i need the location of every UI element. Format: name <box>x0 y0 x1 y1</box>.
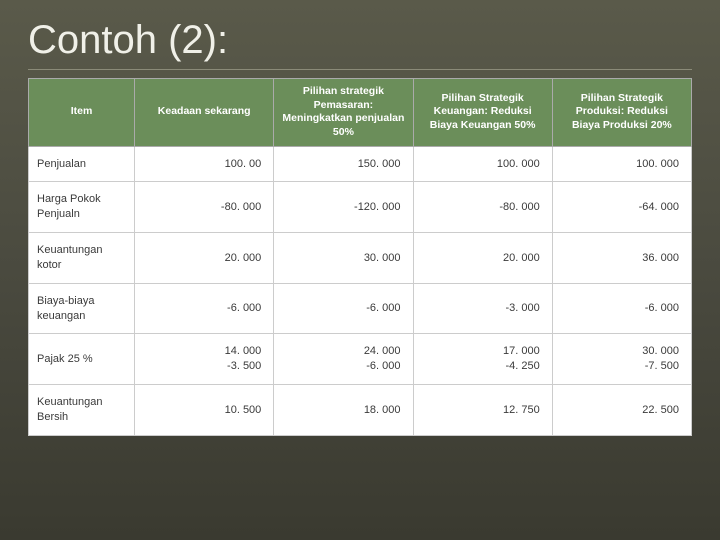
row-label: Keuantungan kotor <box>29 233 135 284</box>
cell: -64. 000 <box>552 182 691 233</box>
cell: -6. 000 <box>274 283 413 334</box>
table-row: Keuantungan Bersih 10. 500 18. 000 12. 7… <box>29 385 692 436</box>
cell: 100. 000 <box>413 146 552 182</box>
row-label: Biaya-biaya keuangan <box>29 283 135 334</box>
cell: -80. 000 <box>135 182 274 233</box>
col-pemasaran: Pilihan strategik Pemasaran: Meningkatka… <box>274 79 413 147</box>
cell: 10. 500 <box>135 385 274 436</box>
cell: 150. 000 <box>274 146 413 182</box>
cell: -6. 000 <box>552 283 691 334</box>
table-row: Biaya-biaya keuangan -6. 000 -6. 000 -3.… <box>29 283 692 334</box>
cell: 36. 000 <box>552 233 691 284</box>
col-produksi: Pilihan Strategik Produksi: Reduksi Biay… <box>552 79 691 147</box>
cell: 30. 000 -7. 500 <box>552 334 691 385</box>
cell: 22. 500 <box>552 385 691 436</box>
cell: 20. 000 <box>413 233 552 284</box>
data-table: Item Keadaan sekarang Pilihan strategik … <box>28 78 692 436</box>
col-item: Item <box>29 79 135 147</box>
cell: -3. 000 <box>413 283 552 334</box>
row-label: Penjualan <box>29 146 135 182</box>
row-label: Keuantungan Bersih <box>29 385 135 436</box>
col-keadaan: Keadaan sekarang <box>135 79 274 147</box>
row-label: Harga Pokok Penjualn <box>29 182 135 233</box>
table-header-row: Item Keadaan sekarang Pilihan strategik … <box>29 79 692 147</box>
cell: 18. 000 <box>274 385 413 436</box>
cell: -80. 000 <box>413 182 552 233</box>
table-row: Pajak 25 % 14. 000 -3. 500 24. 000 -6. 0… <box>29 334 692 385</box>
cell: -6. 000 <box>135 283 274 334</box>
cell: 17. 000 -4. 250 <box>413 334 552 385</box>
cell: 100. 00 <box>135 146 274 182</box>
cell: 12. 750 <box>413 385 552 436</box>
cell: 14. 000 -3. 500 <box>135 334 274 385</box>
table-row: Harga Pokok Penjualn -80. 000 -120. 000 … <box>29 182 692 233</box>
cell: 24. 000 -6. 000 <box>274 334 413 385</box>
table-row: Keuantungan kotor 20. 000 30. 000 20. 00… <box>29 233 692 284</box>
col-keuangan: Pilihan Strategik Keuangan: Reduksi Biay… <box>413 79 552 147</box>
cell: 20. 000 <box>135 233 274 284</box>
table-row: Penjualan 100. 00 150. 000 100. 000 100.… <box>29 146 692 182</box>
cell: 30. 000 <box>274 233 413 284</box>
row-label: Pajak 25 % <box>29 334 135 385</box>
slide-title: Contoh (2): <box>28 18 692 70</box>
cell: -120. 000 <box>274 182 413 233</box>
cell: 100. 000 <box>552 146 691 182</box>
